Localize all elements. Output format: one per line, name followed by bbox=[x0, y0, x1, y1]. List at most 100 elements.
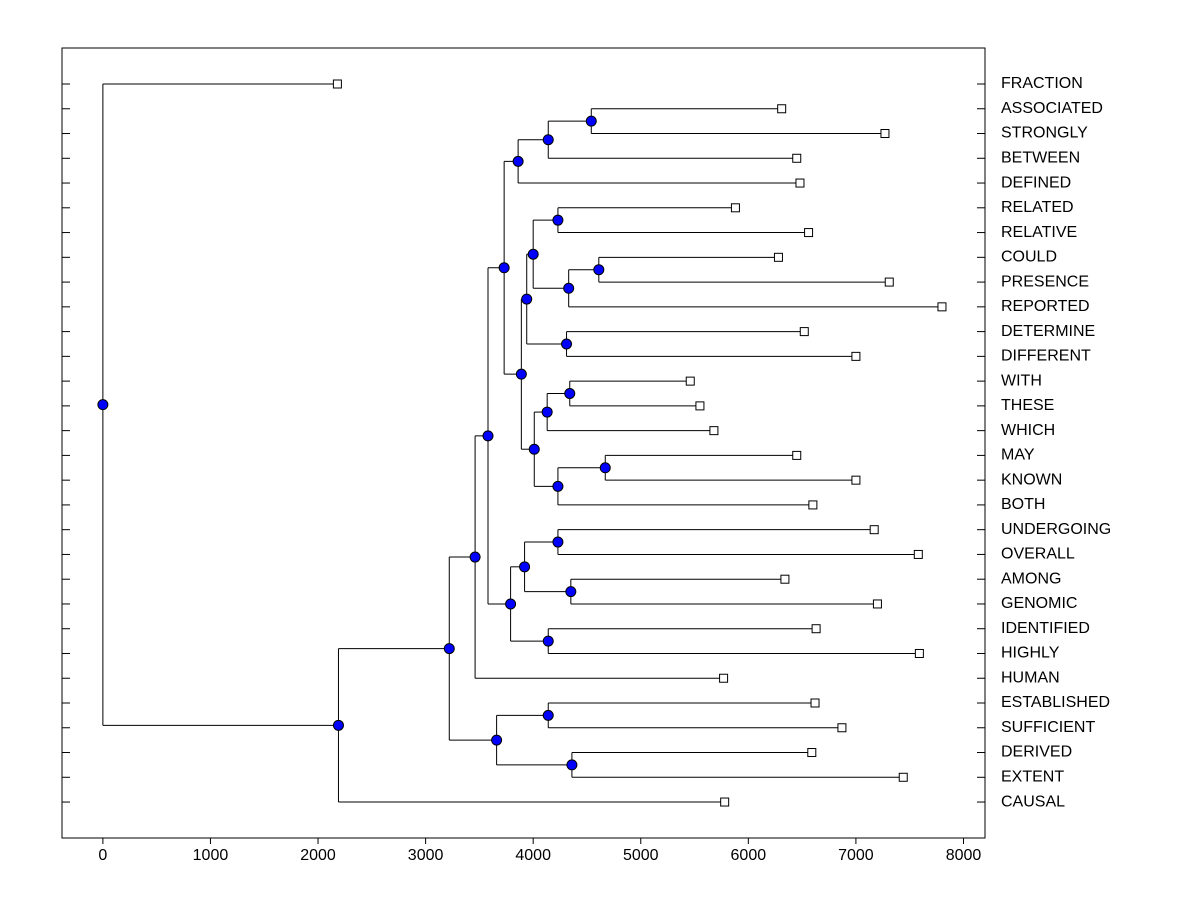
leaf-marker bbox=[913, 549, 923, 559]
node-marker bbox=[599, 462, 611, 474]
node-marker bbox=[565, 586, 577, 598]
leaf-marker bbox=[780, 574, 790, 584]
node-marker bbox=[585, 115, 597, 127]
leaf-label: HIGHLY bbox=[1001, 645, 1060, 662]
leaf-label: ESTABLISHED bbox=[1001, 694, 1110, 711]
leaf-label: IDENTIFIED bbox=[1001, 620, 1090, 637]
leaf-marker bbox=[869, 525, 879, 535]
node-marker bbox=[332, 719, 344, 731]
leaf-label: STRONGLY bbox=[1001, 125, 1088, 142]
leaf-marker bbox=[792, 153, 802, 163]
x-tick-label: 8000 bbox=[946, 847, 982, 864]
node-marker bbox=[491, 734, 503, 746]
leaf-label: SUFFICIENT bbox=[1001, 719, 1095, 736]
x-tick-label: 2000 bbox=[300, 847, 336, 864]
leaf-marker bbox=[937, 302, 947, 312]
node-marker bbox=[541, 406, 553, 418]
leaf-marker bbox=[851, 351, 861, 361]
x-tick-label: 4000 bbox=[515, 847, 551, 864]
leaf-label: DIFFERENT bbox=[1001, 348, 1091, 365]
leaf-marker bbox=[837, 723, 847, 733]
node-marker bbox=[482, 430, 494, 442]
leaf-label: COULD bbox=[1001, 249, 1057, 266]
node-marker bbox=[443, 643, 455, 655]
leaf-marker bbox=[914, 648, 924, 658]
leaf-marker bbox=[730, 203, 740, 213]
leaf-label: UNDERGOING bbox=[1001, 521, 1111, 538]
node-marker bbox=[542, 635, 554, 647]
leaf-marker bbox=[808, 500, 818, 510]
leaf-label: CAUSAL bbox=[1001, 793, 1065, 810]
node-marker bbox=[552, 480, 564, 492]
leaf-label: ASSOCIATED bbox=[1001, 100, 1103, 117]
leaf-label: BETWEEN bbox=[1001, 149, 1080, 166]
leaf-label: BOTH bbox=[1001, 496, 1045, 513]
leaf-label: RELATIVE bbox=[1001, 224, 1077, 241]
leaf-label: WITH bbox=[1001, 372, 1042, 389]
leaf-label: DETERMINE bbox=[1001, 323, 1095, 340]
leaf-marker bbox=[851, 475, 861, 485]
node-marker bbox=[519, 561, 531, 573]
x-tick-label: 6000 bbox=[731, 847, 767, 864]
x-tick-label: 7000 bbox=[838, 847, 874, 864]
node-marker bbox=[469, 551, 481, 563]
leaf-label: WHICH bbox=[1001, 422, 1055, 439]
node-marker bbox=[527, 248, 539, 260]
leaf-label: EXTENT bbox=[1001, 768, 1064, 785]
leaf-label: AMONG bbox=[1001, 570, 1061, 587]
node-marker bbox=[521, 293, 533, 305]
leaf-marker bbox=[709, 426, 719, 436]
node-marker bbox=[505, 598, 517, 610]
leaf-label: REPORTED bbox=[1001, 298, 1090, 315]
leaf-label: FRACTION bbox=[1001, 75, 1083, 92]
leaf-marker bbox=[777, 104, 787, 114]
leaf-marker bbox=[811, 624, 821, 634]
leaf-marker bbox=[773, 252, 783, 262]
leaf-marker bbox=[332, 79, 342, 89]
x-tick-label: 3000 bbox=[408, 847, 444, 864]
node-marker bbox=[561, 338, 573, 350]
node-marker bbox=[542, 134, 554, 146]
leaf-marker bbox=[720, 797, 730, 807]
x-tick-label: 1000 bbox=[193, 847, 229, 864]
node-marker bbox=[512, 155, 524, 167]
leaf-marker bbox=[685, 376, 695, 386]
node-marker bbox=[564, 388, 576, 399]
leaf-marker bbox=[695, 401, 705, 411]
node-marker bbox=[552, 214, 564, 226]
leaf-label: THESE bbox=[1001, 397, 1054, 414]
leaf-marker bbox=[880, 129, 890, 139]
leaf-marker bbox=[804, 228, 814, 238]
leaf-marker bbox=[807, 748, 817, 758]
leaf-marker bbox=[799, 327, 809, 337]
leaf-marker bbox=[872, 599, 882, 609]
node-marker bbox=[552, 536, 564, 548]
x-tick-label: 0 bbox=[98, 847, 107, 864]
node-marker bbox=[593, 264, 605, 276]
leaf-label: KNOWN bbox=[1001, 471, 1062, 488]
plot-frame bbox=[61, 47, 986, 839]
leaf-marker bbox=[792, 450, 802, 460]
leaf-label: DEFINED bbox=[1001, 174, 1071, 191]
node-marker bbox=[515, 368, 527, 380]
leaf-marker bbox=[898, 772, 908, 782]
leaf-marker bbox=[795, 178, 805, 188]
node-marker bbox=[566, 759, 578, 771]
leaf-marker bbox=[810, 698, 820, 708]
leaf-label: PRESENCE bbox=[1001, 273, 1089, 290]
leaf-label: DERIVED bbox=[1001, 744, 1072, 761]
node-marker bbox=[498, 262, 510, 274]
x-tick-label: 5000 bbox=[623, 847, 659, 864]
node-marker bbox=[542, 709, 554, 721]
leaf-label: GENOMIC bbox=[1001, 595, 1077, 612]
leaf-marker bbox=[884, 277, 894, 287]
leaf-label: OVERALL bbox=[1001, 546, 1075, 563]
leaf-marker bbox=[719, 673, 729, 683]
node-marker bbox=[563, 282, 575, 294]
leaf-label: RELATED bbox=[1001, 199, 1074, 216]
leaf-label: HUMAN bbox=[1001, 669, 1060, 686]
leaf-label: MAY bbox=[1001, 447, 1035, 464]
node-marker bbox=[97, 399, 109, 411]
node-marker bbox=[528, 443, 540, 455]
